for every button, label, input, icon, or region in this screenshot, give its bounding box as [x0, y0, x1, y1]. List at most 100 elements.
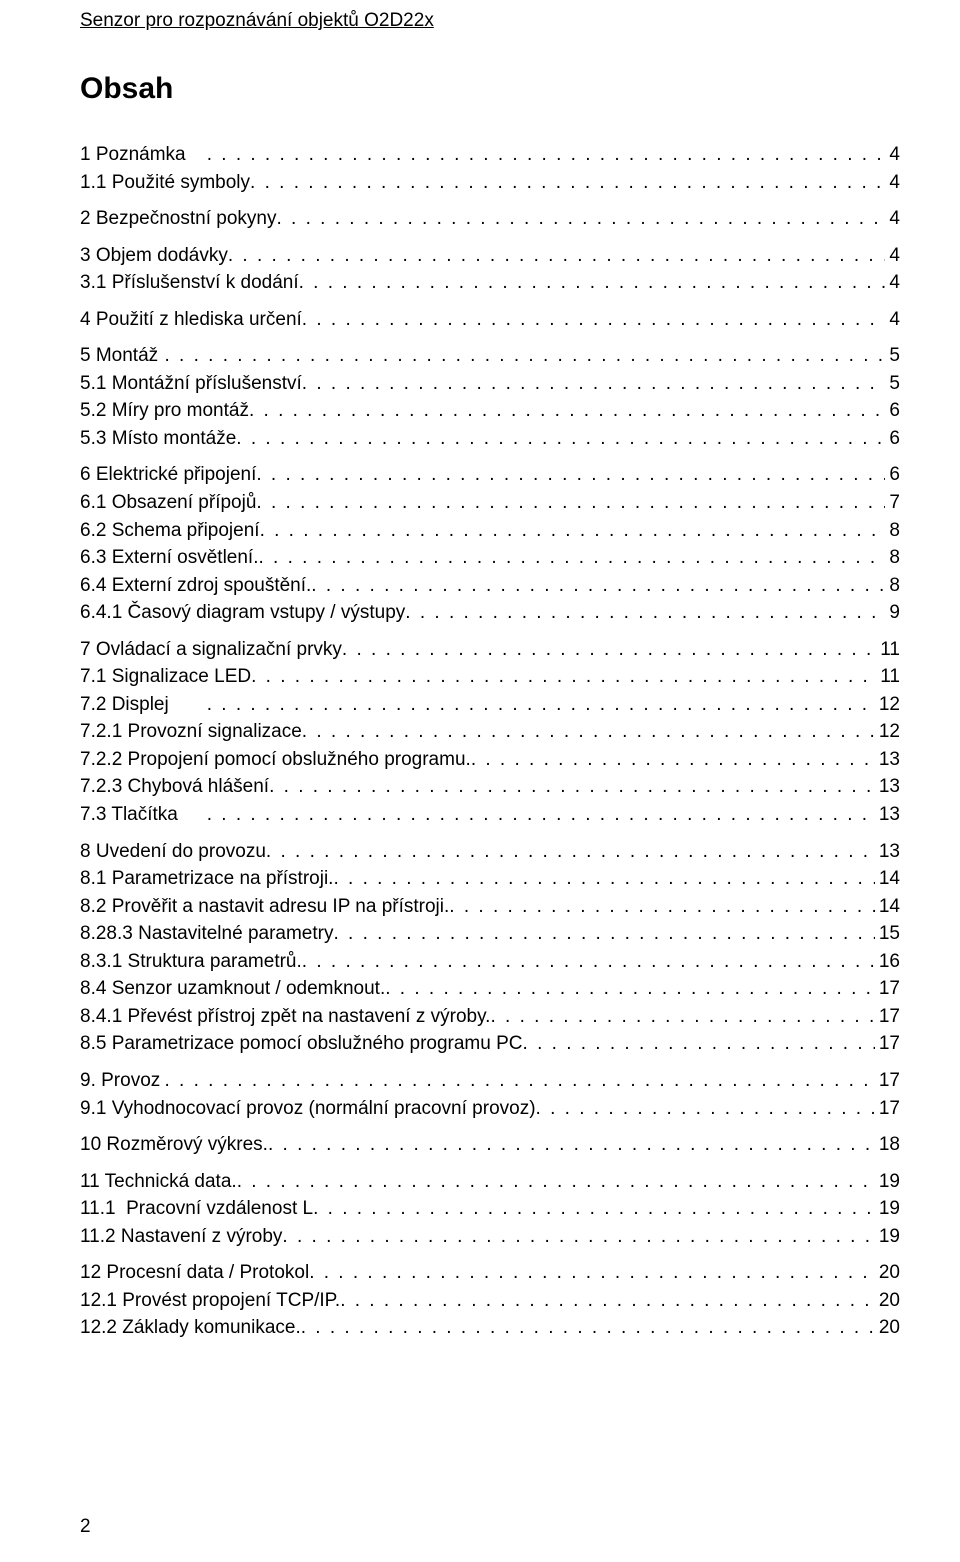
toc-dot-leader: [302, 306, 886, 334]
toc-entry-page: 6: [885, 425, 900, 453]
toc-entry-label: 8.28.3 Nastavitelné parametry: [80, 920, 333, 948]
toc-entry: 8.2 Prověřit a nastavit adresu IP na pří…: [80, 893, 900, 921]
toc-entry: 8.4.1 Převést přístroj zpět na nastavení…: [80, 1003, 900, 1031]
toc-entry-page: 20: [875, 1287, 900, 1315]
toc-entry: 9. Provoz 17: [80, 1067, 900, 1095]
toc-entry-label: 11 Technická data.: [80, 1168, 237, 1196]
toc-entry: 1.1 Použité symboly 4: [80, 169, 900, 197]
toc-entry-label: 5.1 Montážní příslušenství: [80, 370, 302, 398]
toc-entry: 3.1 Příslušenství k dodání 4: [80, 269, 900, 297]
toc-entry-label: 7.1 Signalizace LED: [80, 663, 251, 691]
toc-entry-page: 17: [875, 1095, 900, 1123]
toc-entry-label: 6.4 Externí zdroj spouštění.: [80, 572, 311, 600]
toc-dot-leader: [269, 773, 875, 801]
toc-entry-label: 9. Provoz: [80, 1067, 164, 1095]
toc-dot-leader: [333, 920, 874, 948]
toc-dot-leader: [523, 1030, 875, 1058]
toc-entry-label: 6.1 Obsazení přípojů: [80, 489, 256, 517]
toc-entry: 11.1 Pracovní vzdálenost L 19: [80, 1195, 900, 1223]
toc-entry: 12 Procesní data / Protokol 20: [80, 1259, 900, 1287]
toc-dot-leader: [251, 663, 876, 691]
toc-entry-page: 14: [875, 865, 900, 893]
toc-group-gap: [80, 233, 900, 242]
toc-entry-label: 11.2 Nastavení z výroby: [80, 1223, 282, 1251]
toc-entry-label: 7 Ovládací a signalizační prvky: [80, 636, 342, 664]
toc-entry: 9.1 Vyhodnocovací provoz (normální praco…: [80, 1095, 900, 1123]
toc-entry-page: 4: [885, 169, 900, 197]
toc-dot-leader: [164, 1067, 874, 1095]
toc-entry-page: 8: [885, 517, 900, 545]
toc-dot-leader: [249, 397, 885, 425]
toc-entry: 12.2 Základy komunikace. 20: [80, 1314, 900, 1342]
toc-group-gap: [80, 1250, 900, 1259]
toc-group-gap: [80, 1058, 900, 1067]
toc-entry-label: 6.3 Externí osvětlení.: [80, 544, 259, 572]
toc-entry: 11 Technická data. 19: [80, 1168, 900, 1196]
toc-entry-page: 7: [885, 489, 900, 517]
toc-dot-leader: [276, 205, 885, 233]
toc-entry-label: 4 Použití z hlediska určení: [80, 306, 302, 334]
toc-entry-label: 3.1 Příslušenství k dodání: [80, 269, 299, 297]
toc-entry-page: 5: [885, 370, 900, 398]
toc-entry-page: 4: [885, 205, 900, 233]
toc-dot-leader: [449, 893, 875, 921]
toc-entry: 6.3 Externí osvětlení. 8: [80, 544, 900, 572]
toc-entry-page: 17: [875, 975, 900, 1003]
toc-entry-label: 6.4.1 Časový diagram vstupy / výstupy: [80, 599, 405, 627]
toc-entry-page: 12: [875, 691, 900, 719]
toc-group-gap: [80, 132, 900, 141]
toc-entry: 3 Objem dodávky 4: [80, 242, 900, 270]
toc-group-gap: [80, 333, 900, 342]
toc-entry: 5 Montáž 5: [80, 342, 900, 370]
toc-group-gap: [80, 297, 900, 306]
toc-entry-page: 13: [875, 773, 900, 801]
toc-entry-label: 8.1 Parametrizace na přístroji.: [80, 865, 333, 893]
toc-dot-leader: [256, 489, 885, 517]
toc-entry-page: 5: [885, 342, 900, 370]
toc-dot-leader: [268, 1131, 875, 1159]
toc-entry: 10 Rozměrový výkres. 18: [80, 1131, 900, 1159]
toc-dot-leader: [236, 425, 885, 453]
toc-entry-label: 8.2 Prověřit a nastavit adresu IP na pří…: [80, 893, 449, 921]
toc-entry-page: 4: [885, 242, 900, 270]
toc-entry-label: 11.1 Pracovní vzdálenost L: [80, 1195, 313, 1223]
toc-entry-page: 17: [875, 1067, 900, 1095]
toc-entry-label: 7.2.3 Chybová hlášení: [80, 773, 269, 801]
toc-entry: 5.3 Místo montáže 6: [80, 425, 900, 453]
toc-entry-page: 9: [885, 599, 900, 627]
toc-entry: 5.1 Montážní příslušenství 5: [80, 370, 900, 398]
toc-entry-label: 7.2 Displej: [80, 691, 207, 719]
toc-group-gap: [80, 1122, 900, 1131]
toc-entry: 8 Uvedení do provozu 13: [80, 838, 900, 866]
toc-entry-label: 9.1 Vyhodnocovací provoz (normální praco…: [80, 1095, 536, 1123]
toc-entry-page: 20: [875, 1259, 900, 1287]
toc-entry-label: 10 Rozměrový výkres.: [80, 1131, 268, 1159]
toc-dot-leader: [333, 865, 874, 893]
toc-dot-leader: [471, 746, 875, 774]
toc-entry-label: 12 Procesní data / Protokol: [80, 1259, 309, 1287]
toc-entry: 6.2 Schema připojení 8: [80, 517, 900, 545]
toc-entry-label: 5.2 Míry pro montáž: [80, 397, 249, 425]
toc-dot-leader: [405, 599, 885, 627]
toc-entry-label: 5.3 Místo montáže: [80, 425, 236, 453]
toc-entry: 8.5 Parametrizace pomocí obslužného prog…: [80, 1030, 900, 1058]
toc-entry: 7 Ovládací a signalizační prvky 11: [80, 636, 900, 664]
toc-entry-label: 6 Elektrické připojení: [80, 461, 256, 489]
toc-entry-label: 7.3 Tlačítka: [80, 801, 207, 829]
toc-dot-leader: [237, 1168, 875, 1196]
toc-entry: 8.3.1 Struktura parametrů. 16: [80, 948, 900, 976]
toc-entry-page: 19: [875, 1168, 900, 1196]
toc-dot-leader: [302, 370, 886, 398]
toc-dot-leader: [259, 544, 886, 572]
toc-entry-label: 8.5 Parametrizace pomocí obslužného prog…: [80, 1030, 523, 1058]
toc-dot-leader: [164, 342, 885, 370]
toc-entry-page: 11: [876, 636, 900, 664]
toc-entry: 6.4.1 Časový diagram vstupy / výstupy 9: [80, 599, 900, 627]
toc-dot-leader: [313, 1195, 875, 1223]
toc-entry-label: 8.3.1 Struktura parametrů.: [80, 948, 302, 976]
toc-dot-leader: [385, 975, 875, 1003]
toc-group-gap: [80, 627, 900, 636]
toc-dot-leader: [228, 242, 886, 270]
toc-dot-leader: [302, 718, 875, 746]
toc-entry: 7.1 Signalizace LED 11: [80, 663, 900, 691]
